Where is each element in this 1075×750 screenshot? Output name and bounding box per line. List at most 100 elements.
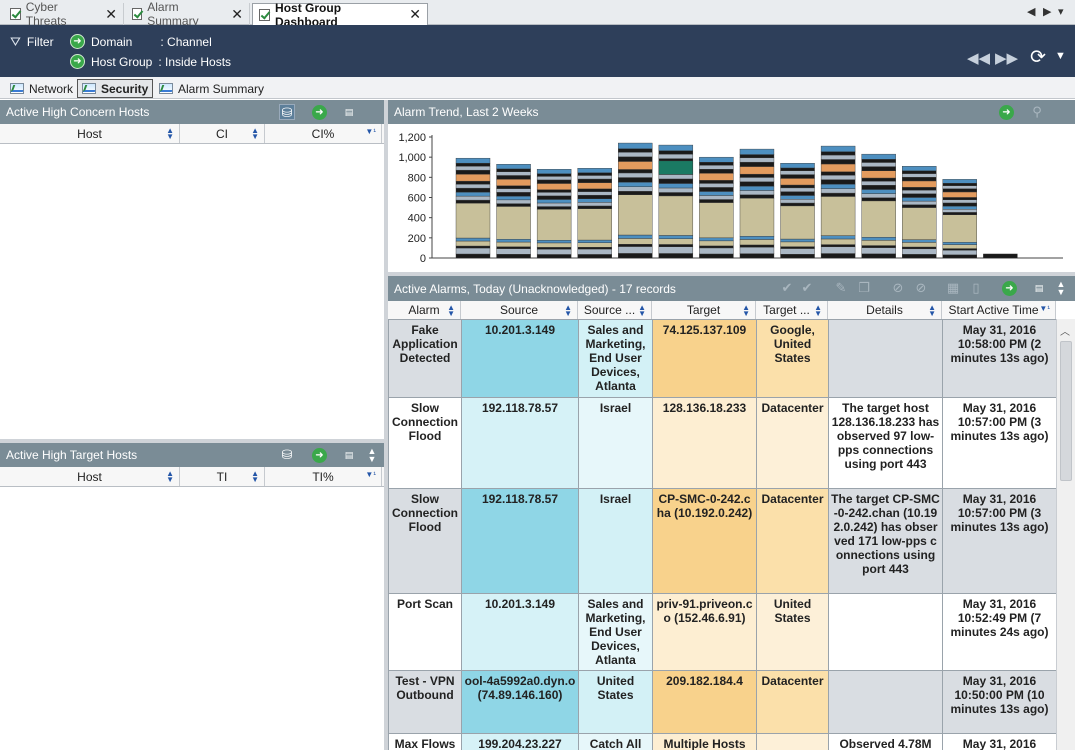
- tab-security[interactable]: Security: [77, 79, 154, 98]
- source-cell[interactable]: 199.204.23.227: [461, 733, 579, 750]
- column-ci[interactable]: CI ▲ ▼: [180, 124, 265, 143]
- csv-export-icon[interactable]: ▤: [344, 450, 354, 460]
- close-icon[interactable]: ✕: [409, 6, 421, 22]
- source-cell[interactable]: 192.118.78.57: [461, 488, 579, 594]
- alarms-vertical-scrollbar[interactable]: ︿: [1056, 319, 1075, 750]
- tab-alarm-summary-view[interactable]: Alarm Summary: [155, 79, 268, 98]
- column-source-location[interactable]: Source ... ▲ ▼: [578, 301, 652, 319]
- scroll-up-icon[interactable]: ︿: [1060, 327, 1070, 338]
- horizontal-splitter-right[interactable]: [388, 272, 1075, 276]
- tab-alarm-summary[interactable]: Alarm Summary ✕: [126, 0, 250, 28]
- table-row[interactable]: Port Scan 10.201.3.149 Sales and Marketi…: [388, 593, 1056, 671]
- bar-segment: [902, 246, 937, 250]
- column-details[interactable]: Details ▲ ▼: [828, 301, 942, 319]
- column-ti-percent[interactable]: TI% ▼¹: [265, 467, 382, 486]
- close-icon[interactable]: ✕: [231, 5, 243, 22]
- table-row[interactable]: Max Flows 199.204.23.227 Catch All Multi…: [388, 733, 1056, 750]
- tab-network[interactable]: Network: [6, 79, 77, 98]
- tab-list-icon[interactable]: ▾: [1058, 6, 1064, 18]
- collapse-icon[interactable]: ▲ ▼: [1056, 279, 1066, 297]
- table-row[interactable]: Slow Connection Flood 192.118.78.57 Isra…: [388, 397, 1056, 489]
- acknowledge-all-icon[interactable]: ✔: [801, 280, 813, 295]
- target-cell[interactable]: priv-91.priveon.co (152.46.6.91): [652, 593, 757, 671]
- unblock-icon[interactable]: ⊘: [915, 280, 927, 295]
- zoom-icon[interactable]: ⚲: [1032, 104, 1042, 119]
- bar[interactable]: [536, 169, 572, 259]
- target-cell[interactable]: 74.125.137.109: [652, 319, 757, 398]
- bar[interactable]: [820, 145, 856, 259]
- refresh-icon[interactable]: ⟳: [1030, 47, 1046, 68]
- go-arrow-icon[interactable]: ➜: [312, 448, 327, 463]
- bar[interactable]: [618, 142, 653, 259]
- copy-icon[interactable]: ❐: [858, 280, 870, 295]
- column-ti[interactable]: TI ▲ ▼: [180, 467, 265, 486]
- bar[interactable]: [577, 168, 612, 259]
- bar[interactable]: [861, 153, 896, 259]
- filter-button[interactable]: ⛛ Filter: [10, 34, 54, 50]
- bar-segment: [455, 187, 491, 193]
- refresh-menu-icon[interactable]: ▼: [1055, 50, 1066, 62]
- note-icon[interactable]: ✎: [835, 280, 847, 295]
- table-row[interactable]: Slow Connection Flood 192.118.78.57 Isra…: [388, 488, 1056, 594]
- bar[interactable]: [780, 163, 815, 259]
- scroll-right-icon[interactable]: ▶: [1043, 6, 1052, 18]
- go-arrow-icon[interactable]: ➜: [312, 105, 327, 120]
- column-ci-percent[interactable]: CI% ▼¹: [265, 124, 382, 143]
- go-arrow-icon[interactable]: ➜: [999, 105, 1014, 120]
- fast-forward-icon[interactable]: ▶▶: [995, 50, 1019, 67]
- db-add-icon[interactable]: ⛁: [279, 104, 295, 120]
- rewind-icon[interactable]: ◀◀: [967, 50, 991, 67]
- vertical-splitter[interactable]: [384, 100, 388, 750]
- acknowledge-icon[interactable]: ✔: [781, 280, 793, 295]
- target-cell[interactable]: 128.136.18.233: [652, 397, 757, 489]
- column-start-active-time[interactable]: Start Active Time ▼¹: [942, 301, 1056, 319]
- bar-segment: [739, 253, 775, 259]
- target-cell[interactable]: Multiple Hosts: [652, 733, 757, 750]
- bar[interactable]: [983, 253, 1018, 259]
- tab-cyber-threats[interactable]: Cyber Threats ✕: [4, 0, 124, 28]
- bar[interactable]: [902, 166, 937, 259]
- grid-icon[interactable]: ▦: [946, 280, 960, 295]
- column-host[interactable]: Host ▲ ▼: [0, 124, 180, 143]
- scroll-left-icon[interactable]: ◀: [1027, 6, 1036, 18]
- csv-export-icon[interactable]: ▤: [1034, 283, 1044, 293]
- column-source[interactable]: Source ▲ ▼: [461, 301, 578, 319]
- bar[interactable]: [496, 164, 531, 259]
- csv-export-icon[interactable]: ▤: [344, 107, 354, 117]
- sort-icon: ▲ ▼: [742, 303, 750, 318]
- horizontal-splitter[interactable]: [0, 439, 386, 443]
- source-cell[interactable]: 10.201.3.149: [461, 593, 579, 671]
- domain-filter[interactable]: ➜ Domain : Channel: [70, 34, 212, 49]
- bar[interactable]: [455, 157, 491, 259]
- close-icon[interactable]: ✕: [105, 5, 117, 22]
- column-target-location[interactable]: Target ... ▲ ▼: [756, 301, 828, 319]
- column-target[interactable]: Target ▲ ▼: [652, 301, 756, 319]
- table-row[interactable]: Fake Application Detected 10.201.3.149 S…: [388, 319, 1056, 398]
- bar[interactable]: [699, 156, 734, 259]
- source-cell[interactable]: 10.201.3.149: [461, 319, 579, 398]
- column-host[interactable]: Host ▲ ▼: [0, 467, 180, 486]
- go-arrow-icon[interactable]: ➜: [1002, 281, 1017, 296]
- source-cell[interactable]: ool-4a5992a0.dyn.o (74.89.146.160): [461, 670, 579, 734]
- collapse-icon[interactable]: ▲ ▼: [367, 446, 377, 464]
- bar-segment: [577, 191, 612, 196]
- bar[interactable]: [658, 144, 694, 259]
- bar-segment: [618, 181, 653, 187]
- block-icon[interactable]: ⊘: [892, 280, 904, 295]
- db-add-icon[interactable]: ⛁: [281, 447, 293, 462]
- column-alarm[interactable]: Alarm ▲ ▼: [388, 301, 461, 319]
- bar-segment: [780, 241, 815, 247]
- target-cell[interactable]: 209.182.184.4: [652, 670, 757, 734]
- document-icon[interactable]: ▯: [972, 280, 980, 295]
- bar-segment: [658, 244, 694, 247]
- scrollbar-thumb[interactable]: [1060, 341, 1072, 481]
- table-row[interactable]: Test - VPN Outbound ool-4a5992a0.dyn.o (…: [388, 670, 1056, 734]
- source-cell[interactable]: 192.118.78.57: [461, 397, 579, 489]
- host-group-filter[interactable]: ➜ Host Group : Inside Hosts: [70, 54, 231, 69]
- bar[interactable]: [942, 179, 977, 259]
- bar[interactable]: [739, 148, 775, 259]
- source-location-cell: Israel: [578, 397, 653, 489]
- tab-host-group-dashboard[interactable]: Host Group Dashboard ✕: [252, 1, 428, 29]
- bar-segment: [739, 161, 775, 167]
- target-cell[interactable]: CP-SMC-0-242.cha (10.192.0.242): [652, 488, 757, 594]
